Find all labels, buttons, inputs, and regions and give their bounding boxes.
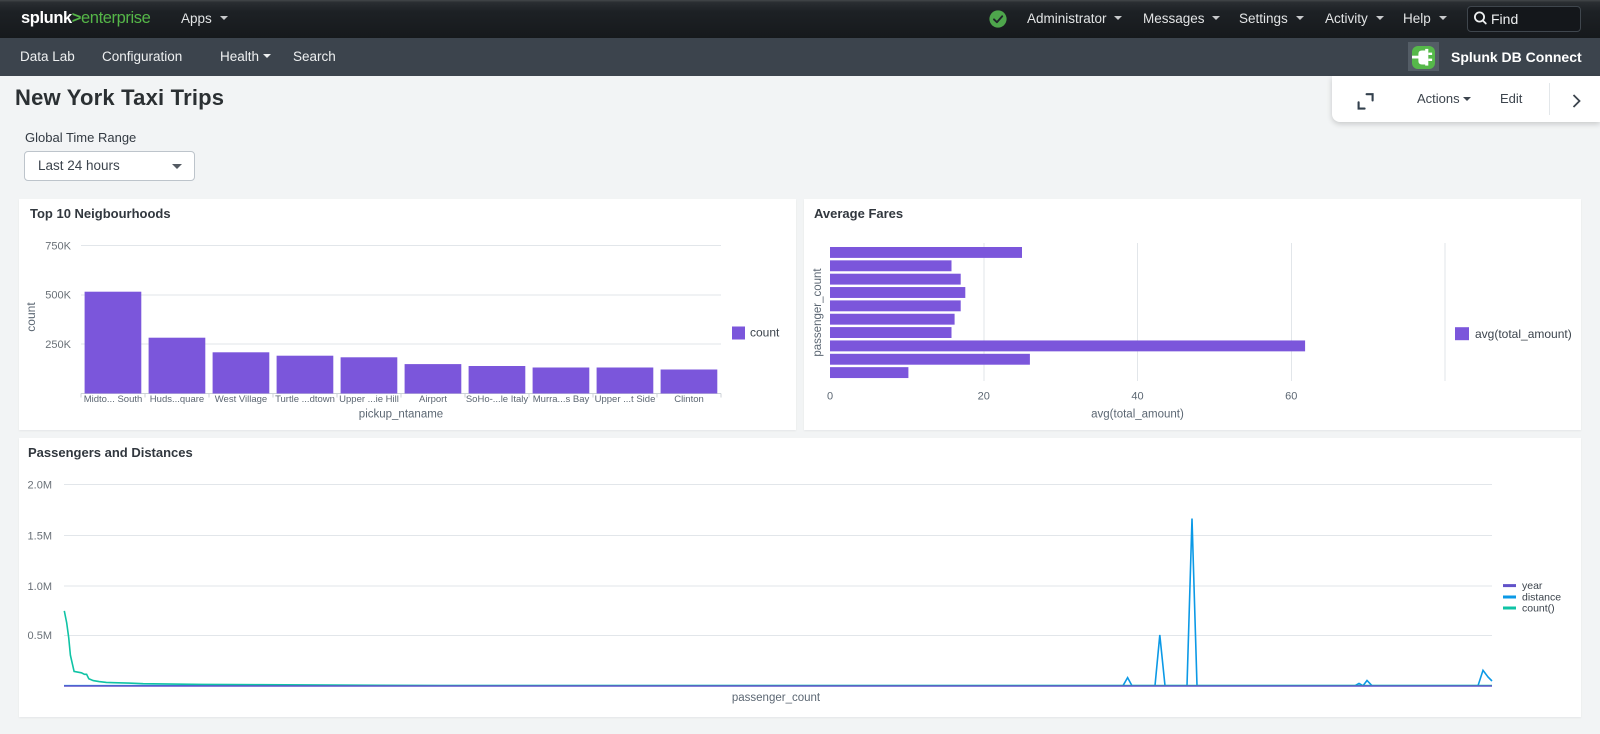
svg-text:40: 40 bbox=[1131, 391, 1143, 403]
svg-text:1.5M: 1.5M bbox=[28, 530, 52, 542]
svg-text:Clinton: Clinton bbox=[674, 394, 704, 405]
svg-text:count: count bbox=[750, 326, 780, 340]
svg-text:Turtle ...dtown: Turtle ...dtown bbox=[275, 394, 335, 405]
svg-text:passenger_count: passenger_count bbox=[812, 268, 824, 357]
svg-text:Upper ...t Side: Upper ...t Side bbox=[595, 394, 656, 405]
svg-text:Huds...quare: Huds...quare bbox=[150, 394, 204, 405]
svg-text:SoHo-...le Italy: SoHo-...le Italy bbox=[466, 394, 529, 405]
svg-text:pickup_ntaname: pickup_ntaname bbox=[359, 409, 443, 421]
svg-text:1.0M: 1.0M bbox=[28, 581, 52, 593]
svg-text:distance: distance bbox=[1522, 592, 1561, 604]
svg-text:0.5M: 0.5M bbox=[28, 630, 52, 642]
svg-text:250K: 250K bbox=[45, 339, 71, 351]
svg-text:avg(total_amount): avg(total_amount) bbox=[1475, 327, 1572, 341]
svg-text:Upper ...ie Hill: Upper ...ie Hill bbox=[339, 394, 399, 405]
svg-text:count: count bbox=[24, 302, 38, 332]
svg-text:20: 20 bbox=[978, 391, 990, 403]
svg-text:2.0M: 2.0M bbox=[28, 480, 52, 492]
svg-text:Midto... South: Midto... South bbox=[84, 394, 143, 405]
svg-text:60: 60 bbox=[1285, 391, 1297, 403]
svg-text:0: 0 bbox=[827, 391, 833, 403]
svg-text:West Village: West Village bbox=[215, 394, 267, 405]
svg-text:count(): count() bbox=[1522, 603, 1555, 615]
svg-text:500K: 500K bbox=[45, 290, 71, 302]
svg-text:Airport: Airport bbox=[419, 394, 447, 405]
svg-text:avg(total_amount): avg(total_amount) bbox=[1091, 409, 1184, 421]
svg-text:Murra...s Bay: Murra...s Bay bbox=[533, 394, 590, 405]
svg-text:year: year bbox=[1522, 580, 1543, 592]
svg-text:750K: 750K bbox=[45, 240, 71, 252]
svg-text:passenger_count: passenger_count bbox=[732, 692, 821, 704]
